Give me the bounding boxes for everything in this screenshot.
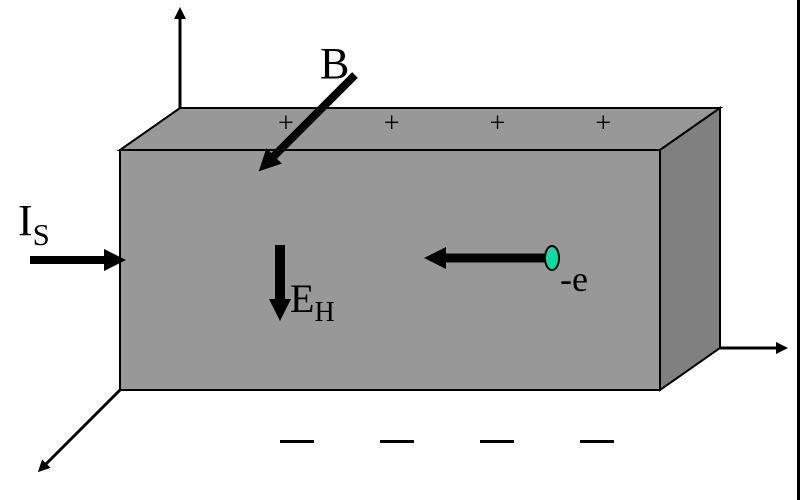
plus-charge-icon: + xyxy=(278,110,294,138)
plus-charge-icon: + xyxy=(490,110,506,138)
label-e-text: -e xyxy=(560,259,588,299)
label-B-text: B xyxy=(320,39,349,88)
minus-charge-row xyxy=(280,440,614,443)
minus-charge-icon xyxy=(480,440,514,443)
minus-charge-icon xyxy=(280,440,314,443)
label-Is-text: I xyxy=(18,196,33,245)
label-B: B xyxy=(320,38,349,89)
plus-charge-icon: + xyxy=(595,110,611,138)
box-side-face xyxy=(660,108,720,390)
svg-layer xyxy=(0,0,800,500)
minus-charge-icon xyxy=(380,440,414,443)
plus-charge-icon: + xyxy=(384,110,400,138)
axis-z xyxy=(40,390,120,470)
label-electron: -e xyxy=(560,258,588,300)
label-EH: EH xyxy=(290,275,335,329)
label-EH-text: E xyxy=(290,276,314,321)
diagram-canvas: IS B EH -e + + + + xyxy=(0,0,800,500)
label-Is-sub: S xyxy=(33,218,50,252)
minus-charge-icon xyxy=(580,440,614,443)
electron-marker xyxy=(545,246,559,270)
label-Is: IS xyxy=(18,195,50,253)
plus-charge-row: + + + + xyxy=(278,110,611,138)
label-EH-sub: H xyxy=(314,297,334,328)
